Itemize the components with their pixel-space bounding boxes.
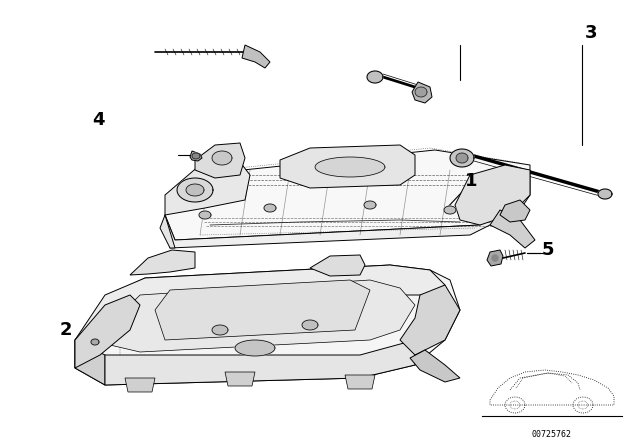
Polygon shape <box>490 210 535 248</box>
Polygon shape <box>186 184 204 196</box>
Polygon shape <box>235 340 275 356</box>
Polygon shape <box>130 250 195 275</box>
Polygon shape <box>315 157 385 177</box>
Polygon shape <box>199 211 211 219</box>
Polygon shape <box>410 350 460 382</box>
Polygon shape <box>165 162 250 215</box>
Polygon shape <box>75 340 105 385</box>
Polygon shape <box>75 265 445 340</box>
Polygon shape <box>364 201 376 209</box>
Polygon shape <box>455 165 530 225</box>
Polygon shape <box>487 250 503 266</box>
Polygon shape <box>160 215 175 248</box>
Text: 1: 1 <box>465 172 477 190</box>
Text: 4: 4 <box>92 111 104 129</box>
Polygon shape <box>444 206 456 214</box>
Polygon shape <box>190 151 202 161</box>
Polygon shape <box>110 280 415 352</box>
Polygon shape <box>302 320 318 330</box>
Polygon shape <box>415 87 427 97</box>
Polygon shape <box>212 325 228 335</box>
Polygon shape <box>165 195 530 248</box>
Polygon shape <box>598 189 612 199</box>
Polygon shape <box>367 71 383 83</box>
Polygon shape <box>310 255 365 276</box>
Text: 5: 5 <box>542 241 554 259</box>
Polygon shape <box>165 150 530 240</box>
Polygon shape <box>242 45 270 68</box>
Polygon shape <box>400 285 460 355</box>
Polygon shape <box>91 339 99 345</box>
Text: 00725762: 00725762 <box>532 430 572 439</box>
Polygon shape <box>75 265 460 385</box>
Polygon shape <box>492 255 498 261</box>
Polygon shape <box>264 204 276 212</box>
Polygon shape <box>280 145 415 188</box>
Text: 2: 2 <box>60 321 72 339</box>
Polygon shape <box>225 372 255 386</box>
Polygon shape <box>192 153 200 159</box>
Polygon shape <box>450 149 474 167</box>
Polygon shape <box>75 295 140 368</box>
Polygon shape <box>500 200 530 222</box>
Polygon shape <box>456 153 468 163</box>
Polygon shape <box>345 375 375 389</box>
Text: 3: 3 <box>585 24 598 42</box>
Polygon shape <box>125 378 155 392</box>
Polygon shape <box>155 280 370 340</box>
Polygon shape <box>212 151 232 165</box>
Polygon shape <box>412 82 432 103</box>
Polygon shape <box>177 178 213 202</box>
Polygon shape <box>105 340 415 385</box>
Polygon shape <box>195 143 245 178</box>
